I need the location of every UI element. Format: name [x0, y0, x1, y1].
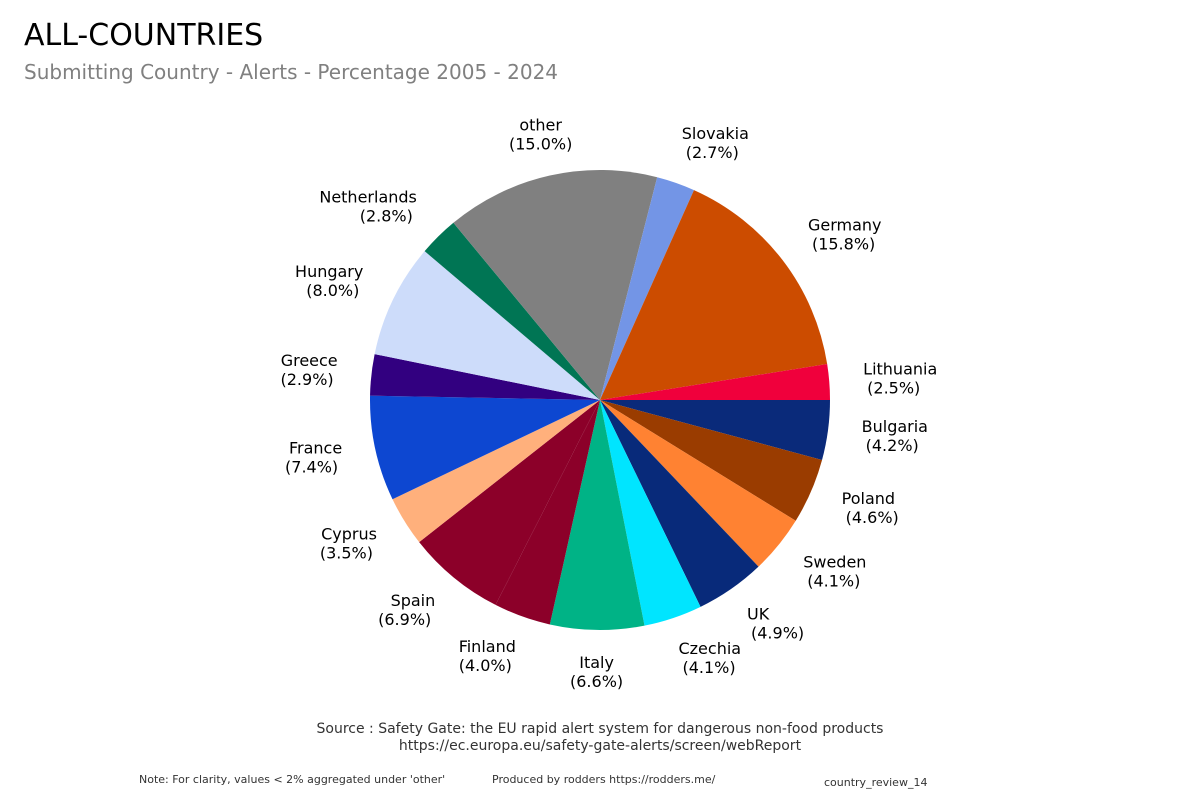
pie-label-hungary: Hungary: [295, 262, 363, 281]
source-url: https://ec.europa.eu/safety-gate-alerts/…: [398, 738, 802, 754]
source-block: Source : Safety Gate: the EU rapid alert…: [0, 721, 1200, 755]
pie-label-bulgaria: Bulgaria: [862, 417, 928, 436]
pie-slice-other: [453, 170, 658, 400]
pie-slice-spain: [419, 400, 600, 605]
pie-slice-slovakia: [600, 177, 694, 400]
pie-label-uk: UK: [747, 605, 770, 624]
pie-percent-lithuania: (2.5%): [867, 379, 920, 398]
pie-percent-cyprus: (3.5%): [320, 544, 373, 563]
pie-slice-germany: [600, 190, 828, 400]
pie-labels: Bulgaria(4.2%)Poland(4.6%)Sweden(4.1%)UK…: [281, 116, 938, 691]
pie-percent-uk: (4.9%): [751, 624, 804, 643]
pie-slice-poland: [600, 400, 823, 521]
pie-slice-bulgaria: [600, 400, 830, 460]
pie-slice-cyprus: [392, 400, 600, 543]
chart-title: ALL-COUNTRIES: [24, 18, 264, 53]
pie-label-cyprus: Cyprus: [321, 525, 377, 544]
pie-percent-finland: (4.0%): [459, 656, 512, 675]
pie-slice-france: [370, 395, 600, 500]
pie-percent-poland: (4.6%): [846, 508, 899, 527]
pie-label-slovakia: Slovakia: [682, 124, 749, 143]
pie-label-lithuania: Lithuania: [863, 360, 937, 379]
pie-label-france: France: [289, 439, 342, 458]
pie-label-netherlands: Netherlands: [319, 187, 417, 206]
pie-slice-uk: [600, 400, 759, 607]
review-id: country_review_14: [824, 776, 928, 789]
pie-percent-other: (15.0%): [509, 135, 572, 154]
pie-label-poland: Poland: [842, 489, 895, 508]
pie-percent-spain: (6.9%): [378, 610, 431, 629]
produced-by: Produced by rodders https://rodders.me/: [492, 773, 716, 786]
pie-slice-hungary: [374, 251, 600, 400]
source-text: Source : Safety Gate: the EU rapid alert…: [316, 721, 884, 737]
pie-percent-france: (7.4%): [285, 458, 338, 477]
pie-slice-greece: [370, 354, 600, 400]
pie-slice-italy: [549, 400, 645, 630]
pie-label-greece: Greece: [281, 351, 338, 370]
pie-label-italy: Italy: [579, 653, 614, 672]
chart-subtitle: Submitting Country - Alerts - Percentage…: [24, 60, 559, 84]
pie-percent-hungary: (8.0%): [306, 281, 359, 300]
pie-percent-czechia: (4.1%): [682, 658, 735, 677]
pie-slice-lithuania: [600, 364, 830, 400]
pie-slice-netherlands: [424, 222, 600, 400]
pie-label-spain: Spain: [391, 591, 436, 610]
pie-slice-sweden: [600, 400, 796, 567]
pie-slice-finland: [495, 400, 600, 625]
pie-percent-greece: (2.9%): [281, 370, 334, 389]
pie-label-other: other: [519, 116, 562, 135]
pie-label-finland: Finland: [459, 637, 516, 656]
pie-label-czechia: Czechia: [678, 639, 741, 658]
pie-percent-germany: (15.8%): [812, 235, 875, 254]
aggregation-note: Note: For clarity, values < 2% aggregate…: [139, 773, 446, 786]
pie-percent-slovakia: (2.7%): [686, 143, 739, 162]
pie-label-germany: Germany: [808, 216, 882, 235]
pie-percent-sweden: (4.1%): [807, 571, 860, 590]
pie-label-sweden: Sweden: [803, 552, 866, 571]
pie-slice-czechia: [600, 400, 701, 626]
pie-percent-italy: (6.6%): [570, 672, 623, 691]
pie-percent-bulgaria: (4.2%): [866, 436, 919, 455]
pie-slices: [370, 170, 830, 630]
pie-percent-netherlands: (2.8%): [360, 206, 413, 225]
